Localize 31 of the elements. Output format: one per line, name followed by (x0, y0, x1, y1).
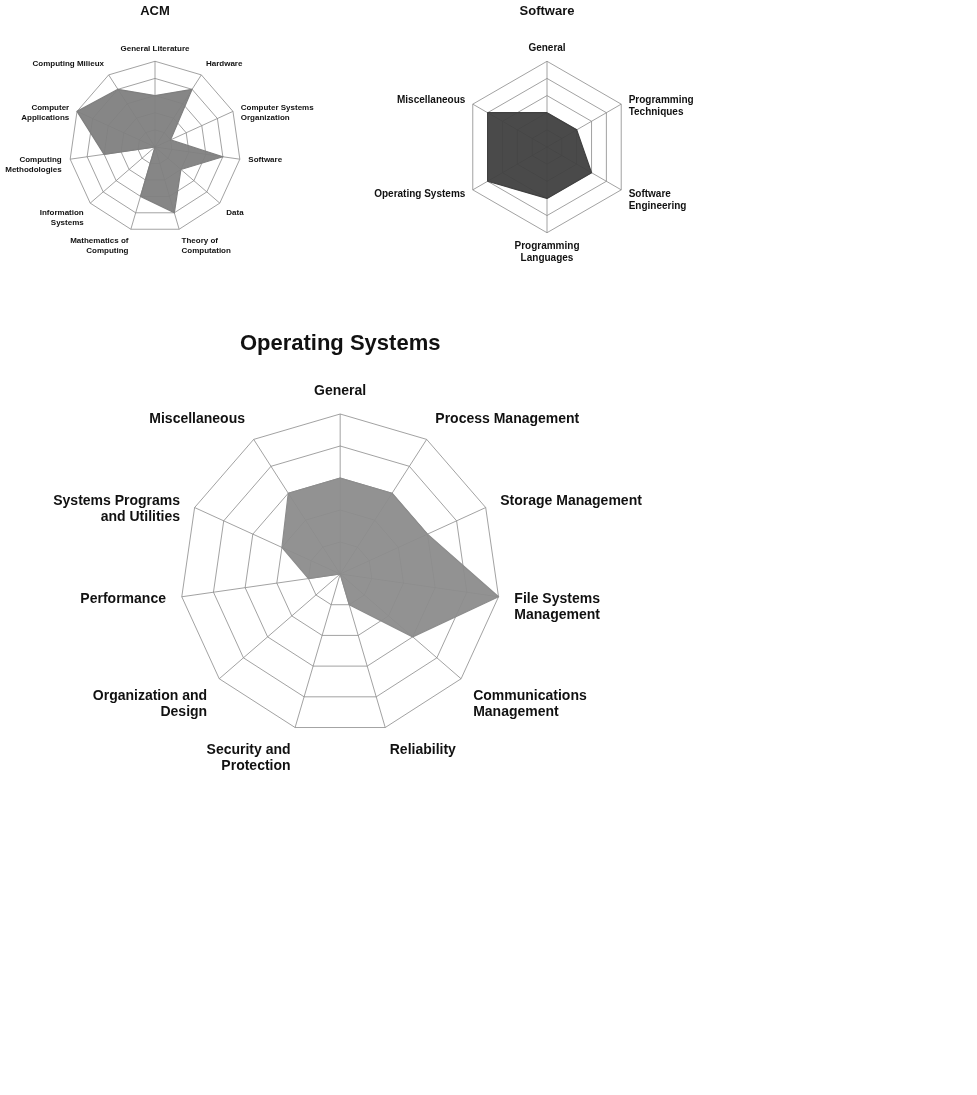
spoke-label: Process Management (435, 409, 580, 426)
chart-title: ACM (140, 3, 170, 18)
spoke-label: Systems Programs and Utilities (53, 491, 181, 524)
spoke-label: General Literature (120, 43, 190, 53)
spoke-label: Organization and Design (92, 687, 208, 720)
spoke-label: Information Systems (39, 207, 85, 227)
spoke-label: Mathematics of Computing (70, 236, 129, 256)
spoke-label: Miscellaneous (396, 93, 466, 105)
spoke-label: Software (248, 155, 283, 165)
spoke-label: Storage Management (500, 491, 643, 508)
spoke-label: Theory of Computation (181, 236, 231, 256)
spoke-label: Programming Techniques (628, 93, 694, 117)
spoke-label: Software Engineering (628, 188, 687, 212)
spoke-label: General (528, 41, 566, 53)
spoke-label: Computing Milieux (32, 58, 105, 68)
spoke-label: Security and Protection (206, 740, 291, 773)
spoke-label: Miscellaneous (149, 409, 246, 426)
spoke-label: Hardware (205, 58, 243, 68)
spoke-label: Computer Systems Organization (240, 102, 315, 122)
spoke-label: Reliability (389, 740, 457, 757)
spoke-label: File Systems Management (514, 590, 601, 623)
spoke-label: Programming Languages (514, 240, 580, 264)
spoke-label: Computing Methodologies (5, 155, 63, 175)
chart-title: Software (519, 3, 575, 18)
spoke-label: Operating Systems (374, 188, 466, 200)
spoke-label: Data (226, 207, 245, 217)
spoke-label: Communications Management (473, 687, 587, 720)
spoke-label: Performance (80, 590, 167, 607)
spoke-label: Computer Applications (21, 102, 70, 122)
spoke-label: General (314, 382, 367, 398)
chart-title: Operating Systems (239, 330, 441, 355)
